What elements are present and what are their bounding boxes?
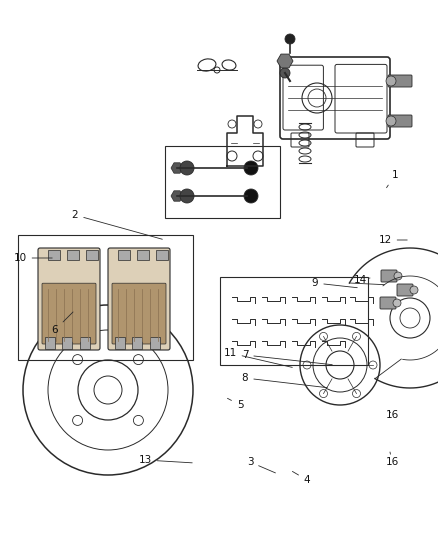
Circle shape	[244, 161, 258, 175]
FancyBboxPatch shape	[38, 248, 100, 350]
Polygon shape	[171, 191, 183, 201]
Text: 16: 16	[385, 410, 399, 420]
Circle shape	[244, 189, 258, 203]
Circle shape	[280, 68, 290, 78]
Polygon shape	[277, 54, 293, 68]
Text: 14: 14	[353, 275, 370, 285]
Bar	[67, 250, 79, 260]
Bar	[150, 337, 160, 349]
Polygon shape	[171, 163, 183, 173]
Bar	[45, 337, 55, 349]
Bar	[165, 146, 280, 218]
Circle shape	[394, 272, 402, 280]
Text: 13: 13	[138, 455, 192, 465]
Text: 10: 10	[14, 253, 52, 263]
FancyBboxPatch shape	[108, 248, 170, 350]
Text: 6: 6	[52, 312, 73, 335]
Circle shape	[393, 299, 401, 307]
Circle shape	[180, 189, 194, 203]
Text: 8: 8	[242, 373, 327, 387]
Text: 11: 11	[223, 348, 292, 367]
Text: 5: 5	[227, 398, 244, 410]
Bar	[62, 337, 72, 349]
Text: 3: 3	[247, 457, 276, 473]
Circle shape	[410, 286, 418, 294]
Bar	[86, 250, 98, 260]
Text: 9: 9	[312, 278, 357, 288]
Circle shape	[386, 116, 396, 126]
Text: 2: 2	[72, 210, 162, 239]
Bar	[156, 250, 168, 260]
FancyBboxPatch shape	[42, 283, 96, 344]
Bar	[48, 250, 60, 260]
Bar	[220, 277, 368, 365]
Text: 4: 4	[293, 471, 310, 485]
Circle shape	[386, 76, 396, 86]
FancyBboxPatch shape	[381, 270, 397, 282]
FancyBboxPatch shape	[388, 115, 412, 127]
Bar	[80, 337, 90, 349]
Circle shape	[180, 161, 194, 175]
Text: 12: 12	[378, 235, 407, 245]
Bar	[115, 337, 125, 349]
Bar	[18, 235, 193, 360]
FancyBboxPatch shape	[380, 297, 396, 309]
FancyBboxPatch shape	[397, 284, 413, 296]
Bar	[132, 337, 142, 349]
FancyBboxPatch shape	[388, 75, 412, 87]
Bar	[137, 250, 149, 260]
Bar	[118, 250, 130, 260]
Circle shape	[285, 34, 295, 44]
Text: 7: 7	[242, 350, 332, 365]
FancyBboxPatch shape	[112, 283, 166, 344]
Text: 1: 1	[387, 170, 398, 188]
Text: 16: 16	[385, 452, 399, 467]
